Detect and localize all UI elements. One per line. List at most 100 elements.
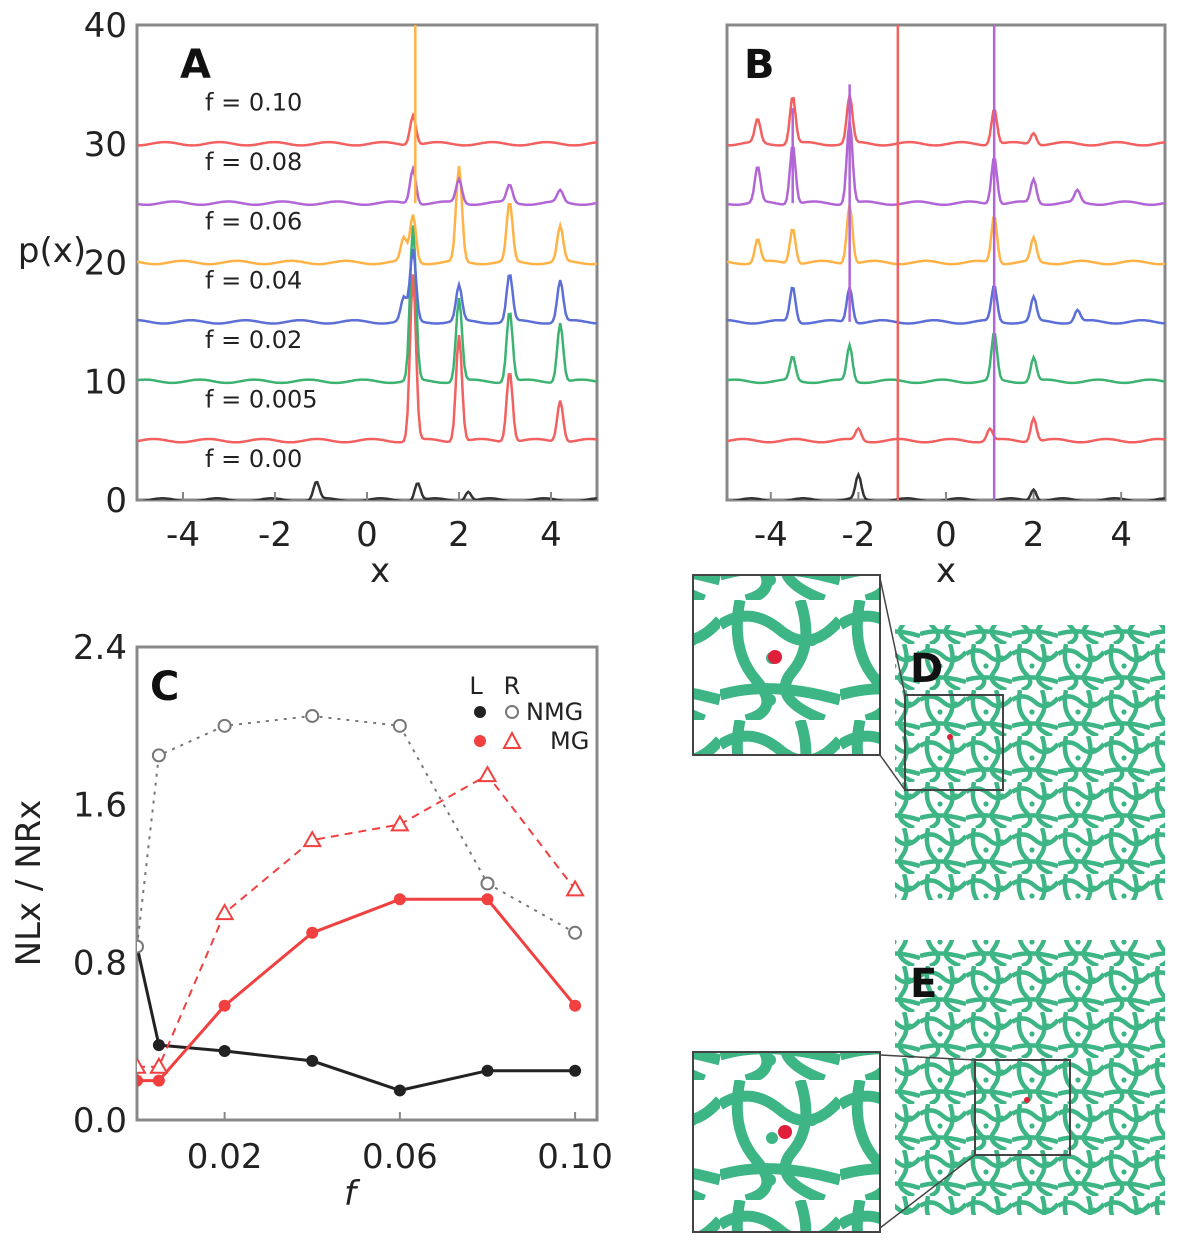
panel-c-point-nmg-r — [480, 876, 495, 891]
panel-c-y-tick-label: 0.8 — [73, 943, 127, 983]
panel-d-connector-bottom — [879, 754, 906, 791]
panel-c-y-tick-label: 0.0 — [73, 1101, 127, 1141]
panel-c-point-nmg-l — [306, 1054, 319, 1067]
panel-d-inset-frame — [692, 574, 881, 756]
panel-c-point-mg-l — [218, 999, 231, 1012]
panel-b-x-tick-label: 2 — [1023, 515, 1045, 555]
panel-e-inset-frame — [692, 1051, 881, 1233]
panel-a-x-tick-label: -2 — [258, 515, 292, 555]
panel-b-x-label: x — [936, 551, 956, 591]
panel-c-point-mg-r — [137, 1056, 147, 1074]
legend-header-r: R — [504, 672, 521, 700]
panel-d-image — [895, 625, 1165, 900]
panel-a-x-tick-label: -4 — [166, 515, 200, 555]
panel-c-x-tick-label: 0.02 — [187, 1137, 263, 1177]
legend-nmg-label: NMG — [526, 698, 583, 726]
panel-c-x-ticks: 0.02 0.06 0.10 — [187, 1112, 613, 1177]
panel-c-point-mg-l — [569, 999, 582, 1012]
panel-a-curve-label: f = 0.08 — [205, 148, 302, 176]
panel-c-point-mg-r — [214, 903, 235, 921]
panel-c: 0.00.81.62.4 0.02 0.06 0.10 NLx / NRx f C … — [9, 628, 613, 1214]
panel-a-series-5 — [137, 164, 597, 207]
panel-c-point-mg-l — [152, 1074, 165, 1087]
panel-a-curve-labels: f = 0.00 f = 0.005 f = 0.02 f = 0.04 f = 0.0… — [205, 89, 318, 473]
panel-d-connector-top — [879, 577, 906, 696]
panel-a-curve-label: f = 0.10 — [205, 89, 302, 117]
panel-b-series-4 — [727, 204, 1165, 266]
panel-b-x-tick-label: -2 — [841, 515, 875, 555]
legend-mg-label: MG — [550, 727, 589, 755]
panel-b-series-6 — [727, 95, 1165, 147]
panel-e: E — [692, 940, 1165, 1233]
panel-c-point-nmg-l — [481, 1064, 494, 1077]
panel-c-point-mg-r — [149, 1056, 169, 1074]
panel-c-point-nmg-l — [569, 1064, 582, 1077]
panel-c-letter: C — [150, 664, 179, 710]
panel-b-series-0 — [730, 471, 1165, 500]
panel-a-y-tick-label: 40 — [84, 6, 127, 46]
panel-c-point-nmg-r — [305, 708, 320, 723]
panel-d: D — [692, 574, 1165, 900]
panel-a-series-0 — [141, 480, 597, 500]
panel-c-point-nmg-l — [152, 1039, 165, 1052]
panel-e-inset — [693, 1052, 880, 1232]
panel-b-x-tick-label: 4 — [1110, 515, 1132, 555]
panel-c-point-nmg-l — [393, 1084, 406, 1097]
panel-c-point-mg-r — [390, 814, 410, 832]
panel-d-inset-marker — [768, 650, 782, 664]
panel-c-frame — [135, 645, 599, 1122]
panel-d-marker — [947, 734, 953, 740]
panel-e-image — [895, 940, 1165, 1215]
panel-c-x-tick-label: 0.10 — [537, 1137, 613, 1177]
panel-c-point-nmg-r — [217, 718, 232, 733]
panel-a-y-tick-label: 20 — [84, 244, 127, 284]
panel-b-series-2 — [727, 333, 1165, 385]
panel-c-point-mg-r — [477, 765, 498, 783]
panel-e-inset-marker — [778, 1125, 792, 1139]
panel-a-series-2 — [137, 225, 597, 385]
panel-c-point-nmg-r — [568, 925, 583, 940]
panel-a-y-label: p(x) — [18, 231, 86, 271]
panel-a-curve-label: f = 0.04 — [205, 267, 302, 295]
panel-a-curves — [137, 25, 597, 500]
panel-e-zoom-box — [974, 1059, 1071, 1156]
panel-c-point-mg-l — [481, 893, 494, 906]
panel-c-point-nmg-r — [392, 718, 407, 733]
legend-nmg-l-marker — [474, 706, 486, 718]
panel-c-y-label: NLx / NRx — [9, 800, 49, 967]
panel-c-point-mg-l — [306, 926, 319, 939]
panel-a-curve-label: f = 0.06 — [205, 207, 302, 235]
panel-c-series — [137, 708, 585, 1097]
panel-c-point-nmg-l — [218, 1045, 231, 1058]
panel-a-y-ticks: 0 10 20 30 40 — [84, 6, 127, 521]
panel-c-point-nmg-r — [137, 939, 144, 954]
panel-b-series-1 — [727, 414, 1165, 444]
panel-a-curve-label: f = 0.02 — [205, 326, 302, 354]
legend-mg-r-marker — [502, 730, 522, 749]
panel-c-y-tick-label: 2.4 — [73, 628, 127, 668]
panel-a-y-tick-label: 30 — [84, 125, 127, 165]
panel-c-y-ticks: 0.0 0.8 1.6 2.4 — [73, 628, 127, 1141]
panel-b-x-tick-label: -4 — [754, 515, 788, 555]
panel-b-x-ticks: -4 -2 0 2 4 — [754, 492, 1132, 555]
panel-b-letter: B — [744, 42, 775, 88]
panel-a-x-tick-label: 0 — [356, 515, 378, 555]
panel-c-point-mg-l — [393, 893, 406, 906]
panel-a-series-6 — [137, 111, 597, 147]
panel-e-letter: E — [910, 961, 937, 1007]
panel-c-point-mg-l — [137, 1074, 143, 1087]
panel-a-x-tick-label: 2 — [448, 515, 470, 555]
panel-b: -4 -2 0 2 4 x B — [725, 23, 1167, 591]
legend-header-l: L — [469, 672, 483, 700]
panel-a-letter: A — [180, 42, 211, 88]
panel-b-curves — [727, 25, 1165, 500]
panel-a-x-ticks: -4 -2 0 2 4 — [166, 492, 562, 555]
panel-a-y-tick-label: 10 — [84, 362, 127, 402]
panel-d-zoom-box — [904, 694, 1004, 791]
panel-c-point-mg-r — [302, 830, 322, 848]
panel-c-x-tick-label: 0.06 — [362, 1137, 438, 1177]
panel-e-connector-top — [879, 1054, 976, 1061]
panel-a-x-label: x — [370, 551, 390, 591]
